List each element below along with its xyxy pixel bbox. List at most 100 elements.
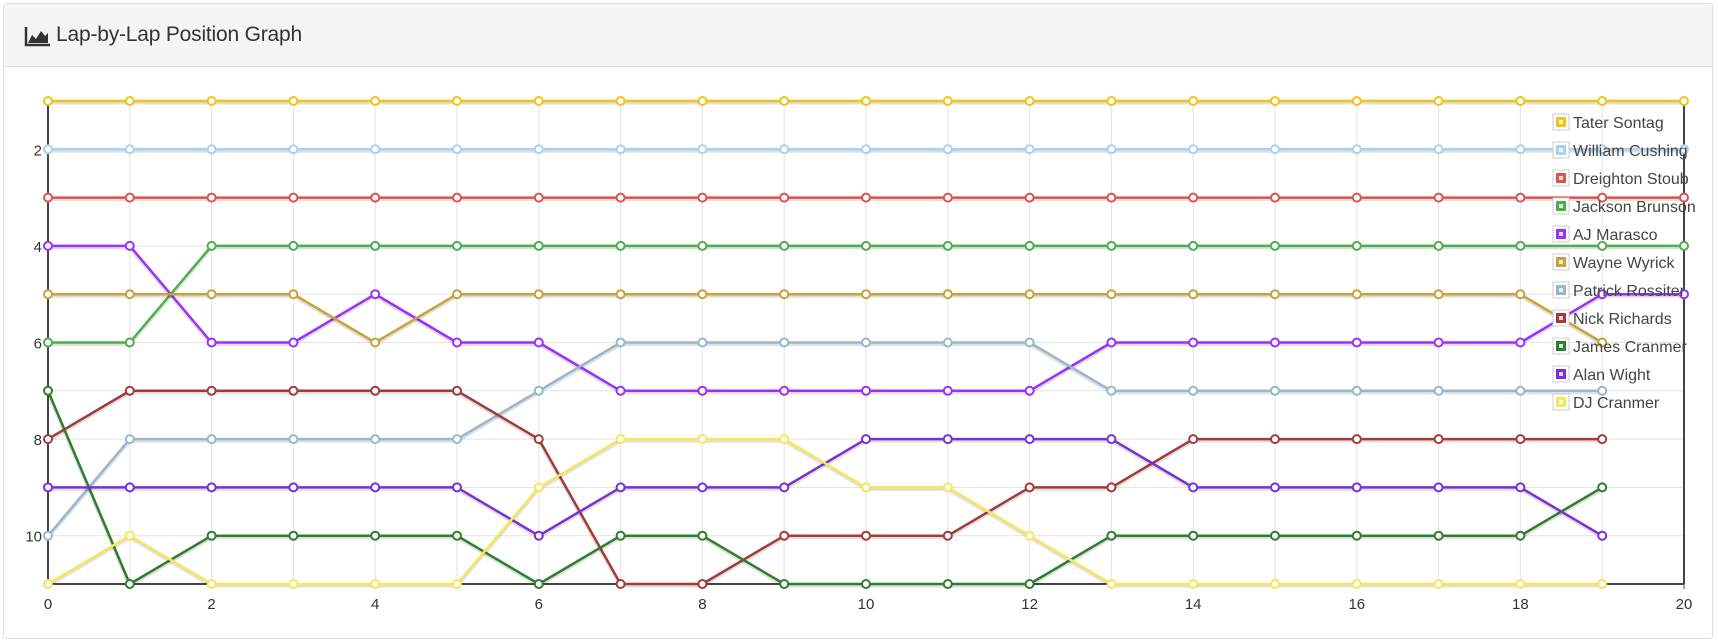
data-point bbox=[779, 144, 790, 155]
legend-label: Dreighton Stoub bbox=[1573, 171, 1689, 188]
data-point bbox=[124, 434, 135, 445]
data-point bbox=[206, 530, 217, 541]
data-point bbox=[1270, 337, 1280, 348]
data-point bbox=[779, 482, 790, 493]
legend-swatch-dot bbox=[1559, 176, 1563, 180]
data-point bbox=[1188, 240, 1199, 251]
data-point bbox=[1188, 482, 1199, 493]
legend-item[interactable]: Tater Sontag bbox=[1552, 113, 1664, 132]
data-point bbox=[288, 482, 299, 493]
data-point bbox=[1106, 144, 1117, 155]
data-point bbox=[1270, 144, 1280, 155]
data-point bbox=[861, 96, 871, 106]
legend-item[interactable]: Nick Richards bbox=[1552, 309, 1672, 328]
data-point bbox=[288, 289, 299, 300]
legend-swatch-dot bbox=[1559, 372, 1563, 376]
legend-item[interactable]: DJ Cranmer bbox=[1552, 393, 1660, 412]
legend-item[interactable]: James Cranmer bbox=[1552, 337, 1687, 356]
legend-label: Alan Wight bbox=[1573, 367, 1651, 384]
data-point bbox=[1433, 240, 1444, 251]
data-point bbox=[206, 337, 217, 348]
x-tick-label: 4 bbox=[371, 596, 379, 613]
data-point bbox=[1106, 337, 1117, 348]
data-point bbox=[861, 337, 871, 348]
data-point bbox=[370, 240, 381, 251]
data-point bbox=[1188, 579, 1199, 589]
legend-label: Wayne Wyrick bbox=[1573, 255, 1675, 272]
data-point bbox=[370, 530, 381, 541]
data-point bbox=[861, 240, 871, 251]
legend-label: Jackson Brunson bbox=[1573, 199, 1696, 216]
data-point bbox=[533, 337, 544, 348]
data-point bbox=[124, 192, 135, 203]
data-point bbox=[942, 96, 953, 106]
data-point bbox=[1679, 144, 1689, 155]
data-point bbox=[533, 385, 544, 396]
data-point bbox=[288, 144, 299, 155]
data-point bbox=[533, 289, 544, 300]
x-tick-label: 2 bbox=[207, 596, 215, 613]
data-point bbox=[370, 385, 381, 396]
data-point bbox=[615, 144, 626, 155]
y-tick-label: 2 bbox=[34, 142, 42, 159]
data-point bbox=[206, 434, 217, 445]
data-point bbox=[1106, 289, 1117, 300]
data-point bbox=[861, 579, 871, 589]
data-point bbox=[288, 96, 299, 106]
legend-item[interactable]: Patrick Rossiter bbox=[1552, 281, 1686, 300]
data-point bbox=[1188, 530, 1199, 541]
series-line bbox=[47, 437, 1603, 586]
legend-item[interactable]: Alan Wight bbox=[1552, 365, 1651, 384]
data-point bbox=[452, 289, 462, 300]
data-point bbox=[206, 192, 217, 203]
data-point bbox=[942, 579, 953, 589]
x-tick-label: 14 bbox=[1185, 596, 1202, 613]
data-point bbox=[1270, 482, 1280, 493]
data-point bbox=[43, 192, 53, 203]
legend-item[interactable]: AJ Marasco bbox=[1552, 225, 1658, 244]
data-point bbox=[124, 144, 135, 155]
data-point bbox=[370, 579, 381, 589]
data-point bbox=[942, 192, 953, 203]
data-point bbox=[533, 482, 544, 493]
data-point bbox=[288, 579, 299, 589]
data-point bbox=[1351, 385, 1362, 396]
legend-label: AJ Marasco bbox=[1573, 227, 1658, 244]
legend-item[interactable]: Dreighton Stoub bbox=[1552, 169, 1689, 188]
series-william-cushing bbox=[43, 144, 1689, 155]
data-point bbox=[370, 482, 381, 493]
data-point bbox=[124, 530, 135, 541]
data-point bbox=[1351, 289, 1362, 300]
data-point bbox=[1270, 96, 1280, 106]
x-tick-label: 0 bbox=[44, 596, 52, 613]
legend-item[interactable]: Wayne Wyrick bbox=[1552, 253, 1675, 272]
data-point bbox=[1597, 192, 1608, 203]
legend-item[interactable]: Jackson Brunson bbox=[1552, 197, 1696, 216]
chart-legend[interactable]: Tater Sontag William Cushing Dreighton Sto… bbox=[1552, 113, 1696, 412]
data-point bbox=[288, 240, 299, 251]
data-point bbox=[1679, 192, 1689, 203]
data-point bbox=[779, 192, 790, 203]
legend-item[interactable]: William Cushing bbox=[1552, 141, 1688, 160]
data-point bbox=[206, 289, 217, 300]
legend-swatch-dot bbox=[1559, 316, 1563, 320]
data-point bbox=[370, 96, 381, 106]
data-point bbox=[288, 337, 299, 348]
series-line-shadow bbox=[46, 342, 1603, 539]
data-point bbox=[1351, 434, 1362, 445]
data-point bbox=[533, 144, 544, 155]
legend-swatch-dot bbox=[1559, 232, 1563, 236]
x-tick-label: 6 bbox=[535, 596, 543, 613]
data-point bbox=[288, 192, 299, 203]
data-point bbox=[1351, 144, 1362, 155]
x-tick-label: 12 bbox=[1021, 596, 1038, 613]
data-point bbox=[1597, 385, 1608, 396]
series-dreighton-stoub bbox=[43, 192, 1689, 203]
data-point bbox=[206, 96, 217, 106]
data-point bbox=[1433, 482, 1444, 493]
legend-swatch-dot bbox=[1559, 344, 1563, 348]
data-point bbox=[1351, 530, 1362, 541]
data-point bbox=[1188, 337, 1199, 348]
series-line-shadow bbox=[46, 391, 1604, 588]
data-point bbox=[1270, 530, 1280, 541]
